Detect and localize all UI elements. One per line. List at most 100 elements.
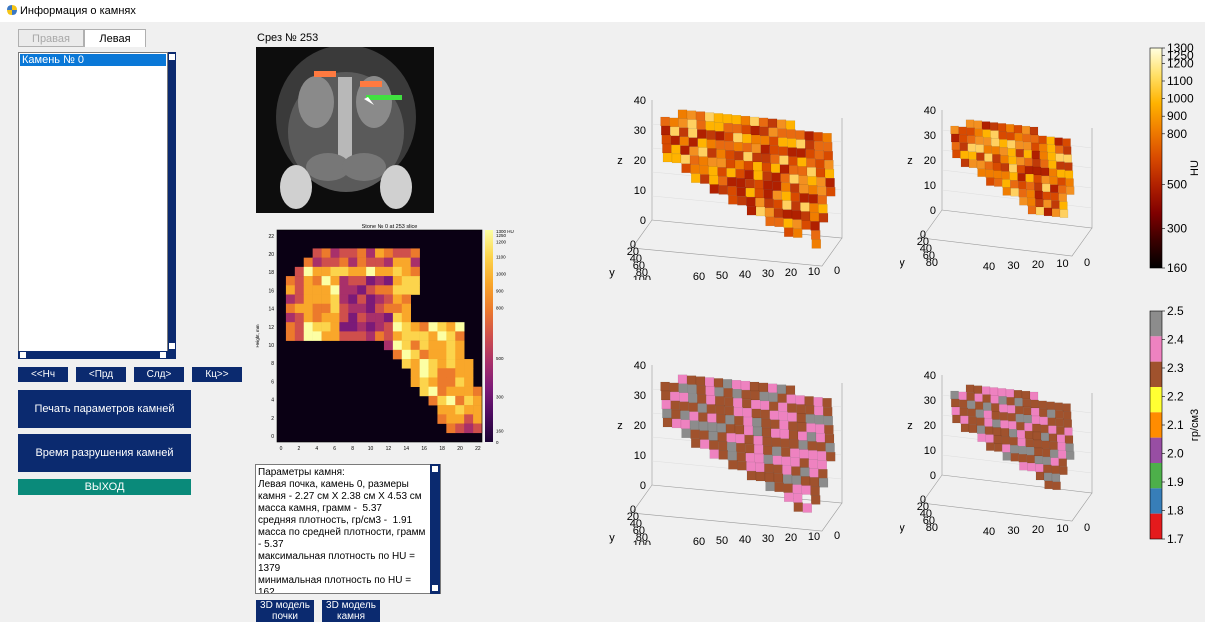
heatmap-colorbar-tick: 0 — [496, 440, 499, 445]
density-voxel — [990, 395, 999, 404]
density-colorbar-band — [1150, 437, 1162, 463]
list-horizontal-scrollbar[interactable] — [18, 351, 176, 359]
scroll-up-icon[interactable] — [432, 466, 438, 472]
hu-voxel — [992, 162, 1002, 171]
hu-voxel — [806, 158, 816, 168]
print-stone-params-button[interactable]: Печать параметров камней — [18, 390, 191, 428]
density-voxel — [1017, 437, 1026, 447]
hu-voxel — [1015, 149, 1025, 158]
density-colorbar-band — [1150, 488, 1162, 514]
density-voxel — [770, 419, 780, 430]
scroll-down-icon[interactable] — [169, 343, 175, 349]
hu-voxel — [779, 164, 790, 174]
hu-voxel — [999, 147, 1009, 156]
scroll-down-icon[interactable] — [432, 585, 438, 591]
hu-voxel — [698, 156, 709, 166]
pane-outline — [941, 110, 1093, 229]
stone-3d-model-button[interactable]: 3D модель камня — [322, 600, 380, 622]
params-scrollbar[interactable] — [430, 464, 440, 594]
density-voxel — [816, 451, 827, 461]
heatmap-cell — [321, 303, 331, 314]
density-voxel — [823, 415, 834, 426]
hu-voxel — [1013, 125, 1023, 134]
hu-voxel — [660, 116, 670, 127]
hu-voxel — [1024, 165, 1034, 175]
list-vertical-scrollbar[interactable] — [168, 52, 176, 359]
stone-destruction-time-button[interactable]: Время разрушения камней — [18, 434, 191, 472]
heatmap-cell — [357, 276, 367, 286]
stone-list[interactable]: Камень № 0 — [18, 52, 168, 359]
density-voxel — [804, 405, 815, 415]
last-button[interactable]: Кц>> — [192, 367, 242, 382]
density-voxel — [983, 410, 993, 419]
heatmap-cell — [339, 285, 349, 295]
density-voxel — [680, 419, 691, 430]
stone-3d-density-plot-side: 010203040z403020100x020406080y — [900, 370, 1093, 535]
tab-right-kidney[interactable]: Правая почка — [18, 29, 84, 63]
heatmap-cell — [375, 312, 385, 323]
x-tick: 0 — [1084, 257, 1090, 269]
y-tick: 80 — [926, 257, 938, 269]
scroll-up-icon[interactable] — [169, 54, 175, 60]
density-voxel — [1057, 442, 1066, 451]
hu-voxel — [1038, 143, 1048, 153]
heatmap-cell — [428, 322, 438, 332]
heatmap-cell — [455, 359, 465, 369]
density-voxel — [1021, 390, 1031, 400]
heatmap-cell — [312, 303, 322, 314]
hu-voxel — [1035, 206, 1045, 216]
heatmap-cell — [410, 248, 420, 258]
kidney-3d-model-button[interactable]: 3D модель почки — [256, 600, 314, 622]
heatmap-cell — [455, 340, 465, 351]
hu-voxel — [968, 159, 978, 169]
hu-voxel — [1049, 184, 1059, 194]
next-button[interactable]: Слд> — [134, 367, 184, 382]
hu-voxel — [976, 152, 985, 161]
y-tick: 20 — [917, 501, 929, 513]
hu-voxel — [735, 177, 746, 188]
hu-voxel — [1064, 162, 1073, 171]
density-voxel — [800, 476, 811, 486]
density-voxel — [707, 422, 718, 432]
density-voxel — [755, 471, 766, 482]
z-axis-label: z — [907, 420, 913, 432]
tab-left-kidney[interactable]: Левая почка — [84, 29, 146, 63]
hu-voxel — [769, 145, 780, 156]
z-tick: 0 — [640, 215, 646, 227]
previous-button[interactable]: <Прд — [76, 367, 126, 382]
density-voxel — [989, 387, 999, 396]
density-voxel — [746, 470, 757, 481]
heatmap-cell — [410, 331, 420, 341]
density-voxel — [968, 424, 978, 434]
hu-voxel — [967, 143, 977, 152]
density-voxel — [725, 415, 735, 425]
hu-voxel — [1064, 170, 1074, 179]
hu-voxel — [824, 168, 835, 179]
density-voxel — [1013, 390, 1023, 399]
heatmap-cell — [303, 312, 313, 323]
density-voxel — [1049, 449, 1059, 459]
x-tick: 20 — [1032, 259, 1044, 270]
hu-voxel — [1048, 160, 1057, 170]
heatmap-cell — [419, 331, 429, 341]
hu-voxel — [1063, 154, 1073, 163]
first-button[interactable]: <<Нч — [18, 367, 68, 382]
exit-button[interactable]: ВЫХОД — [18, 479, 191, 495]
density-voxel — [725, 424, 736, 434]
hu-colorbar-tick: 500 — [1167, 177, 1187, 191]
scroll-right-icon[interactable] — [160, 352, 166, 358]
hu-voxel — [780, 173, 790, 183]
hu-voxel — [677, 109, 688, 119]
list-item[interactable]: Камень № 0 — [20, 54, 166, 66]
density-voxel — [688, 402, 699, 412]
hu-voxel — [707, 157, 718, 167]
hu-voxel — [815, 168, 826, 178]
heatmap-cell — [401, 312, 411, 323]
density-voxel — [754, 453, 765, 464]
hu-voxel — [681, 163, 691, 174]
heatmap-cell — [446, 340, 456, 351]
x-tick: 20 — [785, 267, 797, 279]
heatmap-cell — [312, 312, 322, 323]
scroll-left-icon[interactable] — [20, 352, 26, 358]
density-voxel — [759, 391, 769, 402]
